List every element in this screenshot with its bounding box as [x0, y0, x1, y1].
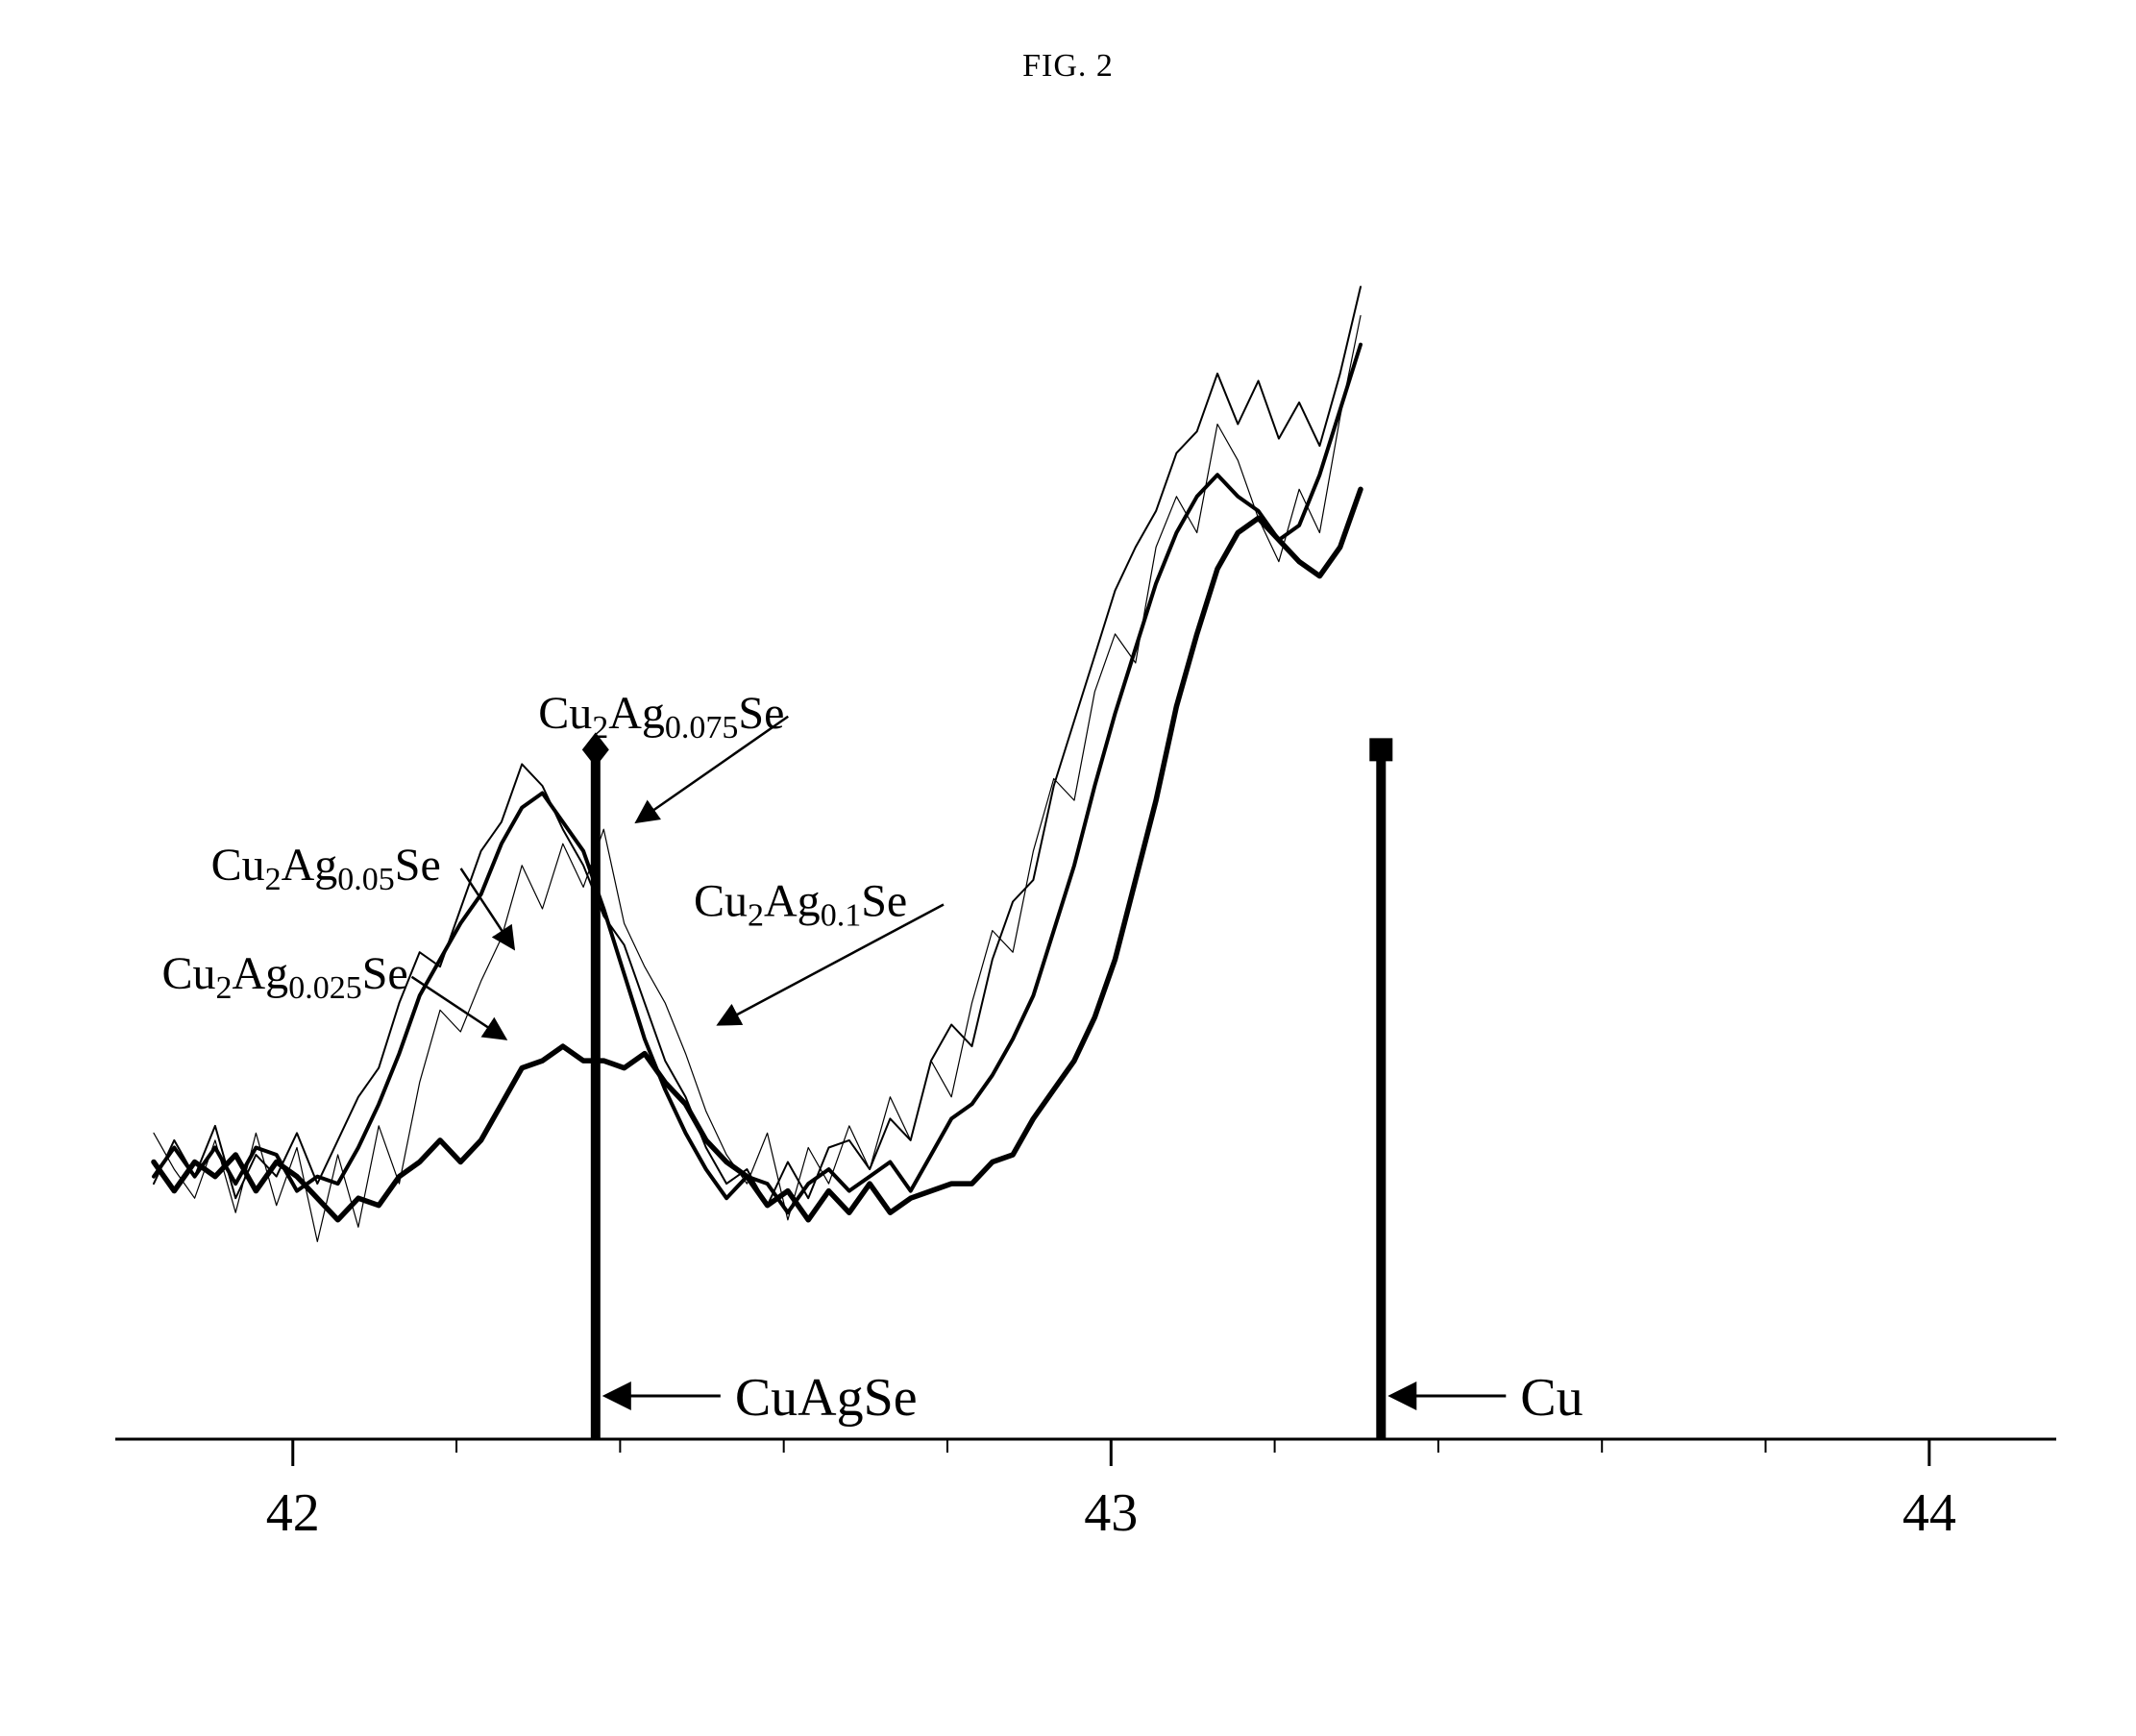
ref-marker-square	[1369, 738, 1392, 761]
x-tick-label: 42	[266, 1483, 320, 1543]
series-label: Cu2Ag0.075Se	[538, 688, 784, 746]
ref-label: Cu	[1520, 1368, 1583, 1428]
series-label: Cu2Ag0.05Se	[211, 840, 441, 897]
series-line	[154, 287, 1361, 1206]
series-label: Cu2Ag0.1Se	[694, 876, 907, 934]
series-label: Cu2Ag0.025Se	[162, 948, 408, 1006]
xrd-chart: 42 43 44 CuAgSe Cu Cu2Ag0.025Se Cu2Ag0.05Se Cu2…	[0, 94, 2136, 1631]
chart-svg: 42 43 44 CuAgSe Cu Cu2Ag0.025Se Cu2Ag0.05Se Cu2…	[0, 94, 2136, 1631]
x-tick-label: 44	[1903, 1483, 1956, 1543]
x-tick-label: 43	[1084, 1483, 1138, 1543]
series-line	[154, 345, 1361, 1212]
ref-label: CuAgSe	[735, 1368, 918, 1428]
figure-title: FIG. 2	[0, 48, 2136, 85]
series-line	[154, 316, 1361, 1242]
